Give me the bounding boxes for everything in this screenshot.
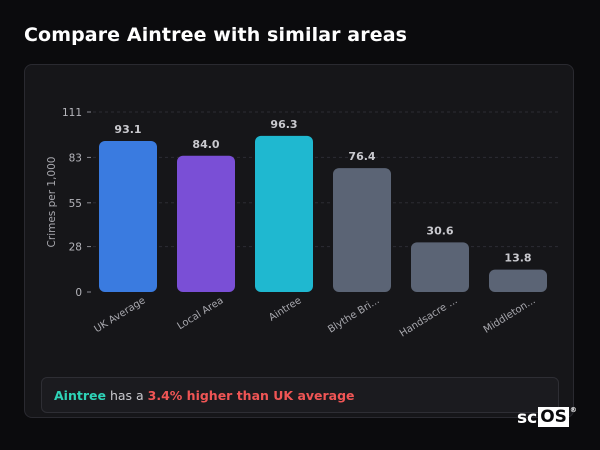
y-tick-label: 0	[75, 287, 82, 299]
comparison-summary: Aintree has a 3.4% higher than UK averag…	[41, 377, 559, 413]
summary-middle-text: has a	[109, 387, 144, 403]
y-tick-label: 55	[69, 198, 82, 210]
comparison-card: 0 28 55 83 111 Crimes per 1,000 93.1 UK Average…	[24, 64, 574, 418]
bar	[411, 242, 469, 292]
x-category-label: UK Average	[92, 295, 147, 335]
scos-logo: sc OS ®	[517, 407, 577, 427]
bar-value-label: 76.4	[348, 150, 375, 163]
bar-value-label: 13.8	[504, 252, 531, 265]
logo-registered-mark: ®	[569, 406, 577, 414]
logo-text-sc: sc	[517, 408, 538, 428]
bar	[489, 269, 547, 292]
summary-difference: 3.4% higher than UK average	[147, 387, 355, 403]
x-category-label: Aintree	[267, 295, 303, 323]
logo-text-os: OS	[538, 407, 569, 427]
y-tick-label: 28	[69, 242, 82, 254]
y-axis-label: Crimes per 1,000	[46, 157, 58, 248]
summary-area-name: Aintree	[54, 387, 106, 403]
bar-value-label: 84.0	[192, 138, 219, 151]
bar-value-label: 93.1	[114, 123, 141, 136]
bar	[333, 168, 391, 292]
y-tick-label: 111	[62, 107, 82, 119]
bar	[255, 135, 313, 292]
x-category-label: Handsacre ...	[398, 295, 460, 339]
page-title: Compare Aintree with similar areas	[24, 24, 408, 46]
x-category-label: Middleton...	[482, 295, 538, 336]
y-tick-label: 83	[69, 152, 82, 164]
bar	[177, 155, 235, 292]
bar-value-label: 30.6	[426, 224, 453, 237]
bar	[99, 141, 157, 292]
bar-value-label: 96.3	[270, 118, 297, 131]
bar-chart: 0 28 55 83 111 Crimes per 1,000 93.1 UK Average…	[46, 107, 561, 339]
x-category-label: Blythe Bri...	[326, 295, 381, 335]
x-category-label: Local Area	[176, 295, 226, 332]
